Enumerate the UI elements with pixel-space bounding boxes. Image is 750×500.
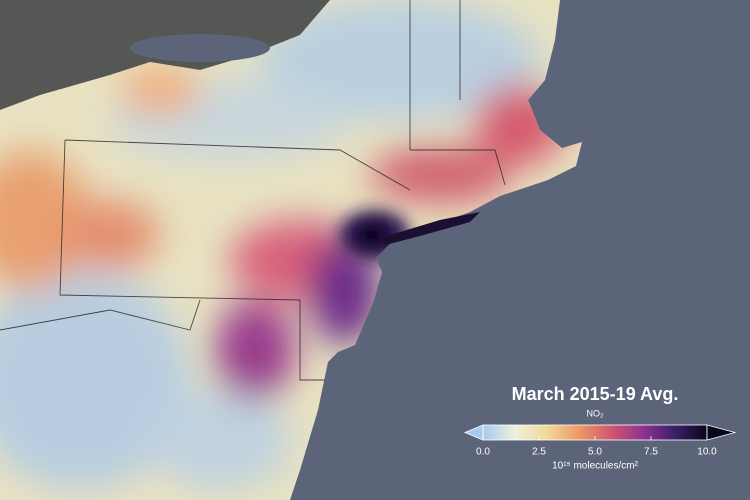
state-borders xyxy=(0,0,506,381)
map-title: March 2015-19 Avg. xyxy=(512,384,679,404)
colorbar-tick-label: 10.0 xyxy=(697,447,717,458)
colorbar-label: NO₂ xyxy=(587,408,605,418)
colorbar-tick-label: 7.5 xyxy=(644,447,658,458)
lake-ontario xyxy=(130,34,270,62)
colorbar xyxy=(463,424,737,441)
colorbar-tick-label: 2.5 xyxy=(532,447,546,458)
colorbar-tick-label: 0.0 xyxy=(476,447,490,458)
colorbar-unit: 10¹⁵ molecules/cm² xyxy=(552,461,639,472)
colorbar-tick-label: 5.0 xyxy=(588,447,602,458)
nyc-core xyxy=(358,223,386,247)
long-island xyxy=(380,212,480,245)
colorbar-max-arrow xyxy=(706,424,737,441)
colorbar-min-arrow xyxy=(463,424,484,441)
